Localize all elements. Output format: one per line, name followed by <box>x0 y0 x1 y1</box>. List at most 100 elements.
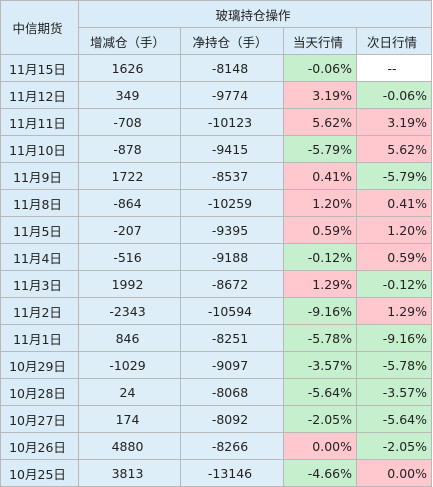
today-change-cell: -0.12% <box>283 243 357 271</box>
next-day-change-cell: 0.00% <box>355 459 433 487</box>
change-cell: 1992 <box>78 270 181 298</box>
net-cell: -10123 <box>180 108 284 136</box>
date-cell: 11月1日 <box>0 324 79 352</box>
change-cell: 24 <box>78 378 181 406</box>
date-cell: 11月15日 <box>0 54 79 82</box>
table-row: 10月25日 3813 -13146 -4.66% 0.00% <box>0 459 433 487</box>
date-cell: 11月4日 <box>0 243 79 271</box>
change-cell: -708 <box>78 108 181 136</box>
next-day-change-cell: 0.59% <box>355 243 433 271</box>
net-cell: -8266 <box>180 432 284 460</box>
today-change-cell: 5.62% <box>283 108 357 136</box>
net-cell: -9188 <box>180 243 284 271</box>
change-cell: 174 <box>78 405 181 433</box>
date-cell: 11月5日 <box>0 216 79 244</box>
header-row-1: 中信期货 玻璃持仓操作 <box>0 0 433 55</box>
net-cell: -9774 <box>180 81 284 109</box>
change-cell: -516 <box>78 243 181 271</box>
next-day-change-cell: -- <box>355 54 433 82</box>
source-header: 中信期货 <box>0 0 79 55</box>
change-cell: 1626 <box>78 54 181 82</box>
col-next-header: 次日行情 <box>355 27 433 55</box>
change-cell: -207 <box>78 216 181 244</box>
table-row: 11月4日 -516 -9188 -0.12% 0.59% <box>0 243 433 271</box>
change-cell: -1029 <box>78 351 181 379</box>
net-cell: -8092 <box>180 405 284 433</box>
table-row: 11月9日 1722 -8537 0.41% -5.79% <box>0 162 433 190</box>
next-day-change-cell: -5.78% <box>355 351 433 379</box>
next-day-change-cell: -0.12% <box>355 270 433 298</box>
date-cell: 10月28日 <box>0 378 79 406</box>
net-cell: -8148 <box>180 54 284 82</box>
change-cell: -864 <box>78 189 181 217</box>
next-day-change-cell: 5.62% <box>355 135 433 163</box>
table-row: 10月29日 -1029 -9097 -3.57% -5.78% <box>0 351 433 379</box>
today-change-cell: -9.16% <box>283 297 357 325</box>
change-cell: 4880 <box>78 432 181 460</box>
date-cell: 11月12日 <box>0 81 79 109</box>
col-change-header: 增减仓（手） <box>78 27 181 55</box>
today-change-cell: 0.41% <box>283 162 357 190</box>
today-change-cell: -3.57% <box>283 351 357 379</box>
next-day-change-cell: 3.19% <box>355 108 433 136</box>
today-change-cell: -5.79% <box>283 135 357 163</box>
today-change-cell: -5.64% <box>283 378 357 406</box>
next-day-change-cell: -5.64% <box>355 405 433 433</box>
table-row: 11月3日 1992 -8672 1.29% -0.12% <box>0 270 433 298</box>
today-change-cell: -0.06% <box>283 54 357 82</box>
next-day-change-cell: -0.06% <box>355 81 433 109</box>
net-cell: -10259 <box>180 189 284 217</box>
today-change-cell: 0.59% <box>283 216 357 244</box>
today-change-cell: -2.05% <box>283 405 357 433</box>
net-cell: -8068 <box>180 378 284 406</box>
col-net-header: 净持仓（手） <box>180 27 284 55</box>
table-row: 11月1日 846 -8251 -5.78% -9.16% <box>0 324 433 352</box>
table-row: 11月15日 1626 -8148 -0.06% -- <box>0 54 433 82</box>
change-cell: 349 <box>78 81 181 109</box>
next-day-change-cell: -2.05% <box>355 432 433 460</box>
table-row: 11月5日 -207 -9395 0.59% 1.20% <box>0 216 433 244</box>
date-cell: 10月25日 <box>0 459 79 487</box>
next-day-change-cell: 0.41% <box>355 189 433 217</box>
table-row: 11月2日 -2343 -10594 -9.16% 1.29% <box>0 297 433 325</box>
change-cell: -878 <box>78 135 181 163</box>
date-cell: 11月8日 <box>0 189 79 217</box>
net-cell: -9395 <box>180 216 284 244</box>
date-cell: 10月27日 <box>0 405 79 433</box>
net-cell: -13146 <box>180 459 284 487</box>
table-row: 10月27日 174 -8092 -2.05% -5.64% <box>0 405 433 433</box>
today-change-cell: 0.00% <box>283 432 357 460</box>
table-row: 10月26日 4880 -8266 0.00% -2.05% <box>0 432 433 460</box>
next-day-change-cell: 1.29% <box>355 297 433 325</box>
change-cell: 3813 <box>78 459 181 487</box>
date-cell: 11月2日 <box>0 297 79 325</box>
table-row: 11月11日 -708 -10123 5.62% 3.19% <box>0 108 433 136</box>
table-row: 11月10日 -878 -9415 -5.79% 5.62% <box>0 135 433 163</box>
table-row: 11月12日 349 -9774 3.19% -0.06% <box>0 81 433 109</box>
date-cell: 11月10日 <box>0 135 79 163</box>
next-day-change-cell: -3.57% <box>355 378 433 406</box>
today-change-cell: -4.66% <box>283 459 357 487</box>
today-change-cell: 3.19% <box>283 81 357 109</box>
change-cell: 846 <box>78 324 181 352</box>
date-cell: 11月3日 <box>0 270 79 298</box>
next-day-change-cell: -5.79% <box>355 162 433 190</box>
table-row: 10月28日 24 -8068 -5.64% -3.57% <box>0 378 433 406</box>
next-day-change-cell: 1.20% <box>355 216 433 244</box>
change-cell: -2343 <box>78 297 181 325</box>
col-today-header: 当天行情 <box>283 27 357 55</box>
change-cell: 1722 <box>78 162 181 190</box>
today-change-cell: 1.29% <box>283 270 357 298</box>
net-cell: -9415 <box>180 135 284 163</box>
date-cell: 11月11日 <box>0 108 79 136</box>
date-cell: 10月26日 <box>0 432 79 460</box>
next-day-change-cell: -9.16% <box>355 324 433 352</box>
net-cell: -8251 <box>180 324 284 352</box>
net-cell: -10594 <box>180 297 284 325</box>
table-title: 玻璃持仓操作 <box>77 0 433 28</box>
today-change-cell: 1.20% <box>283 189 357 217</box>
net-cell: -8672 <box>180 270 284 298</box>
date-cell: 11月9日 <box>0 162 79 190</box>
